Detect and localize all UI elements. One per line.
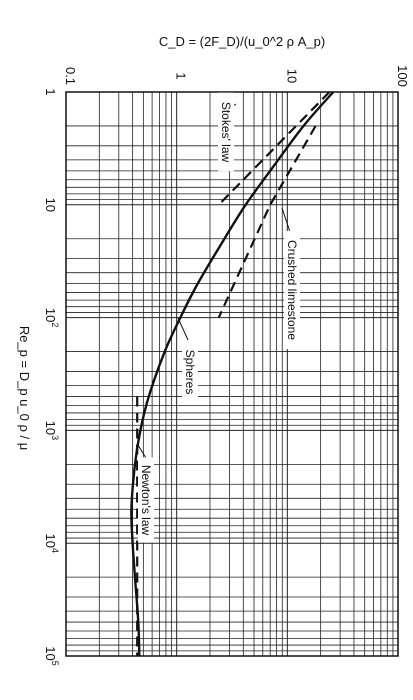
x-tick-label: 104: [43, 533, 60, 552]
annotation-backing: [284, 230, 300, 350]
annotation-label: Crushed limestone: [285, 240, 299, 340]
annotation-backing: [138, 457, 154, 543]
annotation-leader: [281, 207, 291, 233]
y-tick-label: 1: [174, 72, 189, 79]
x-axis-title: Re_p = D_p u_0 ρ / μ: [17, 326, 32, 450]
annotation-backing: [218, 92, 234, 172]
x-tick-label: 105: [43, 646, 60, 665]
series-layer: [130, 91, 335, 657]
annotation-leader: [177, 317, 189, 341]
annotation-label: Stokes' law: [219, 102, 233, 163]
annotation-label: Newton's law: [139, 465, 153, 536]
series-stokes-law: [217, 91, 331, 206]
annotation-leader: [137, 444, 147, 459]
grid: [66, 92, 398, 656]
x-tick-label: 102: [43, 308, 60, 327]
x-tick-label: 10: [43, 198, 58, 212]
annotation-label: Spheres: [183, 350, 197, 395]
y-tick-label: 0.1: [63, 67, 78, 85]
y-tick-label: 10: [284, 69, 299, 83]
annotations: Stokes' law Crushed limestone Spheres Newto…: [137, 92, 300, 543]
annotation-backing: [182, 345, 198, 399]
x-tick-label: 1: [43, 88, 58, 95]
plot-frame: [65, 91, 399, 657]
y-axis-title: C_D = (2F_D)/(u_0^2 ρ A_p): [159, 34, 325, 49]
x-tick-label: 103: [43, 421, 60, 440]
y-tick-label: 100: [395, 65, 410, 87]
series-spheres: [130, 91, 335, 657]
